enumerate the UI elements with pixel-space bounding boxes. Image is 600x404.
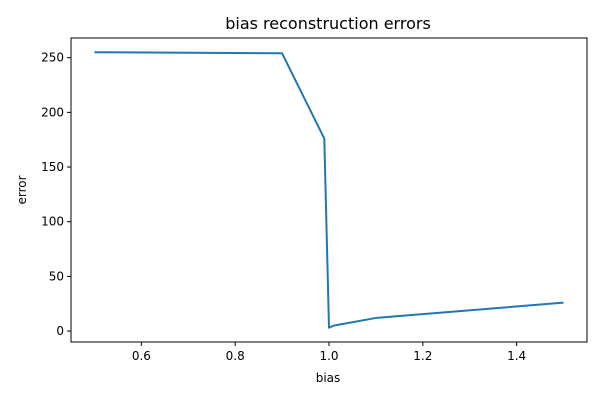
y-tick-label: 200: [41, 105, 64, 119]
series-line: [94, 51, 564, 329]
y-axis: 0 50 100 150 200 250: [41, 51, 71, 338]
y-tick-label: 250: [41, 51, 64, 65]
y-tick-label: 100: [41, 215, 64, 229]
x-tick-label: 0.8: [226, 349, 245, 363]
x-tick-label: 0.6: [132, 349, 151, 363]
chart-title: bias reconstruction errors: [225, 14, 431, 33]
y-tick-label: 50: [49, 269, 64, 283]
x-tick-label: 1.0: [319, 349, 338, 363]
x-tick-label: 1.4: [507, 349, 526, 363]
x-axis-label: bias: [316, 371, 341, 385]
x-axis: 0.6 0.8 1.0 1.2 1.4: [132, 342, 526, 363]
x-tick-label: 1.2: [413, 349, 432, 363]
y-tick-label: 150: [41, 160, 64, 174]
y-axis-label: error: [15, 175, 29, 204]
series-layer: [94, 51, 564, 329]
y-tick-label: 0: [56, 324, 64, 338]
